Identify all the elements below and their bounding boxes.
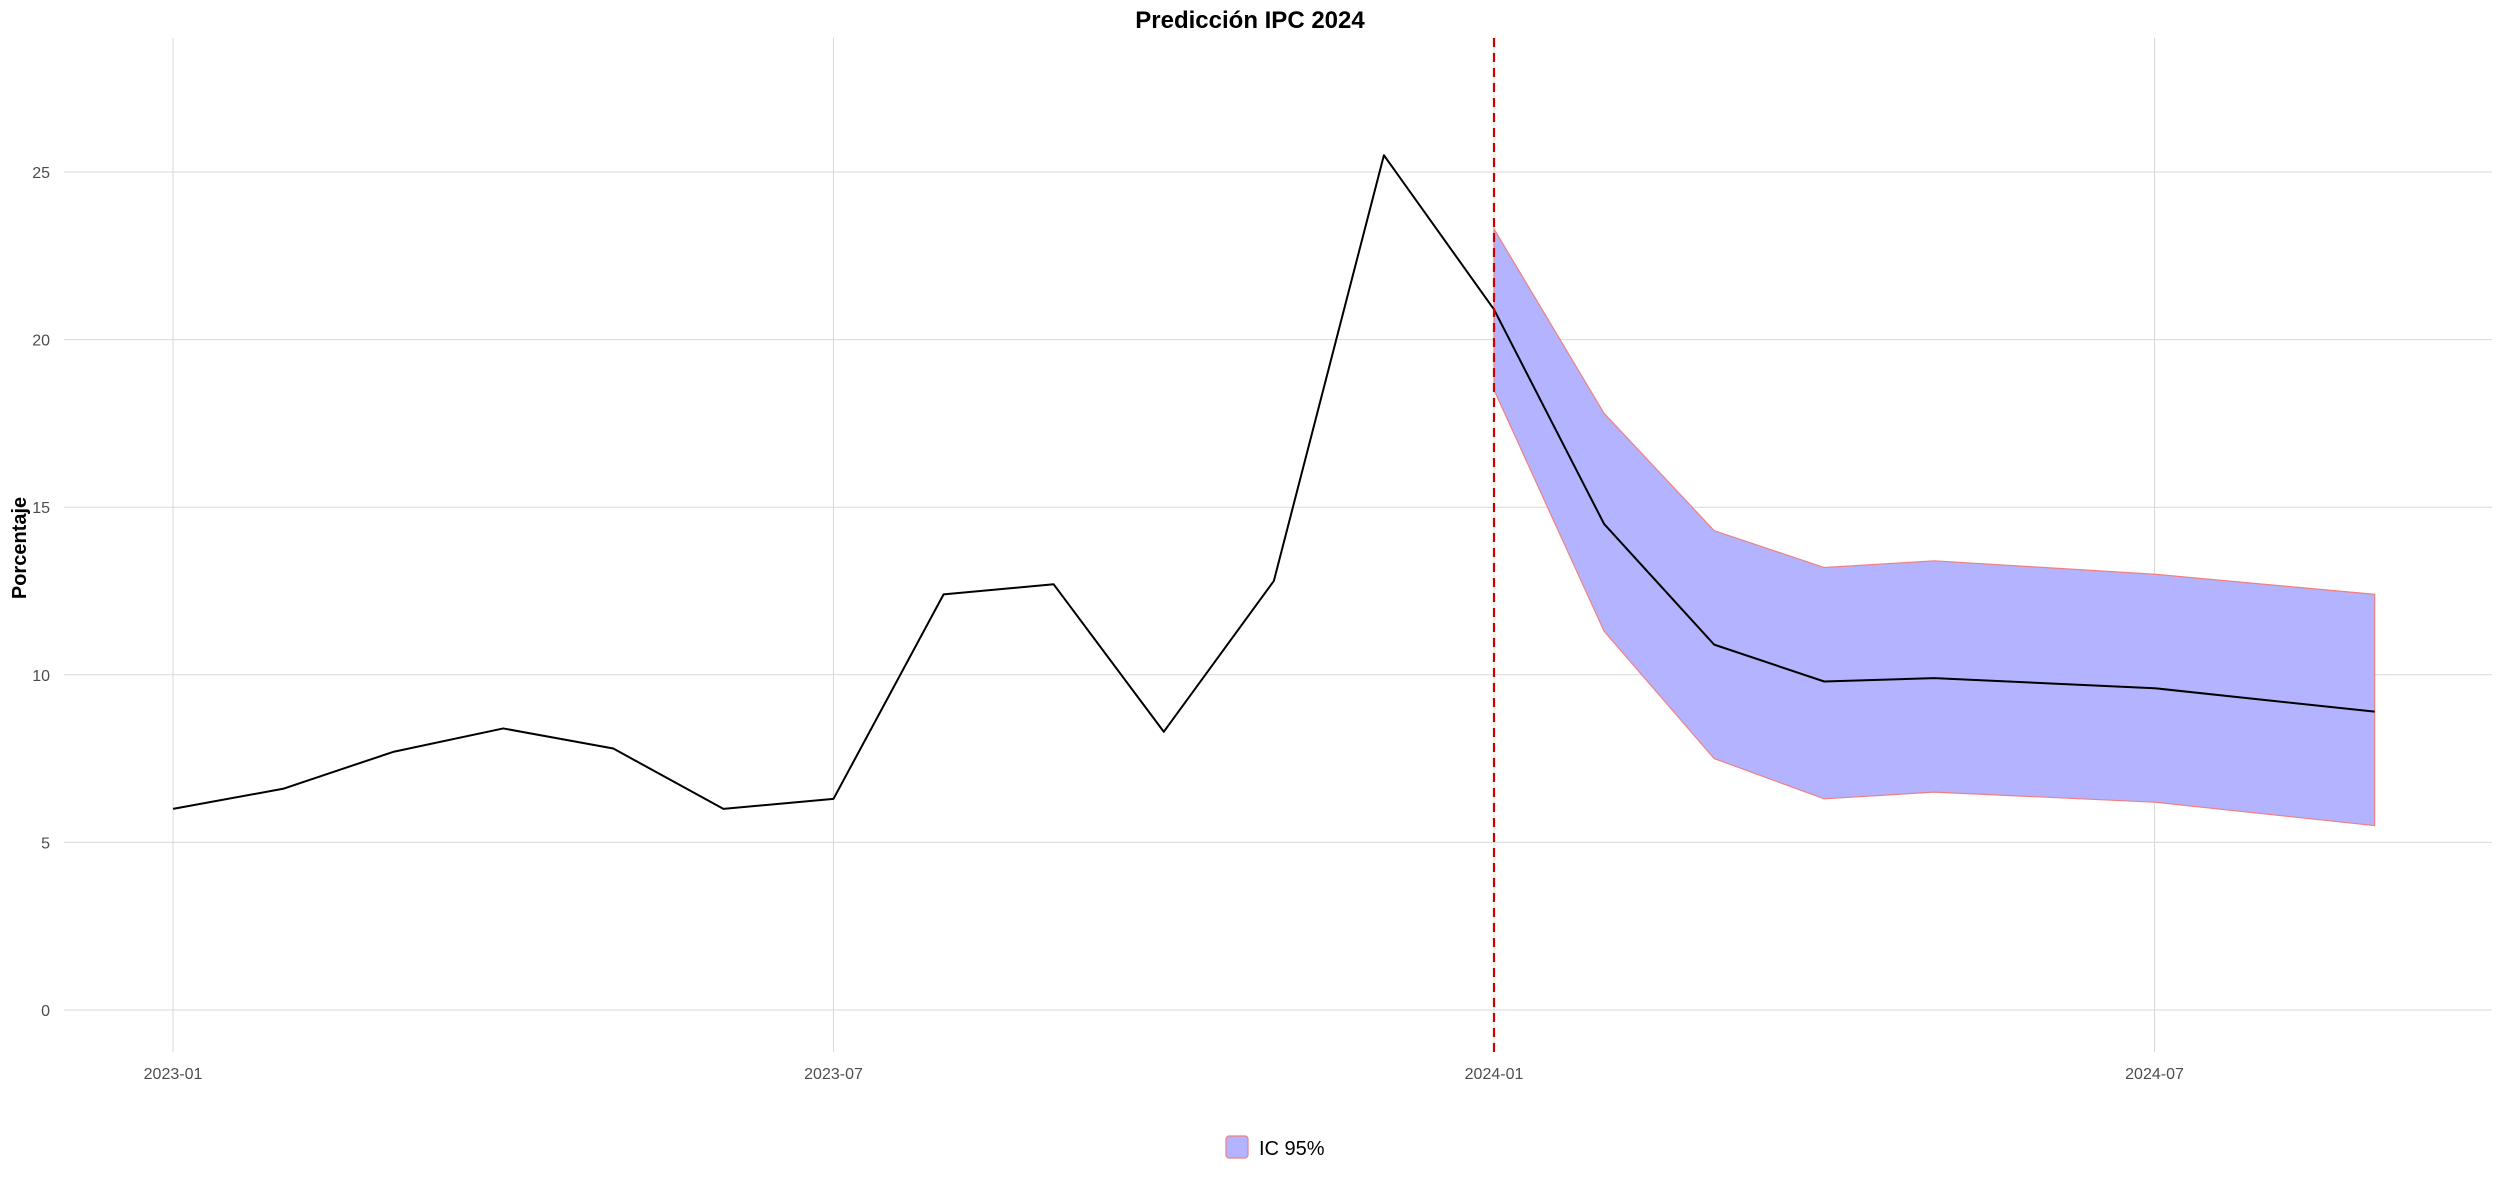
legend-label-ic95: IC 95%: [1259, 1138, 1325, 1160]
confidence-band-layer: [1493, 226, 2376, 827]
y-tick-label-15: 15: [32, 500, 50, 517]
y-tick-label-20: 20: [32, 333, 50, 350]
line-layer: [172, 38, 2375, 1052]
x-tick-label-2023-07: 2023-07: [804, 1066, 863, 1083]
y-tick-label-10: 10: [32, 668, 50, 685]
y-tick-label-5: 5: [41, 835, 50, 852]
y-tick-label-0: 0: [41, 1003, 50, 1020]
grid-layer: [64, 38, 2492, 1052]
chart-title: Predicción IPC 2024: [1135, 7, 1365, 34]
observed-series-line: [172, 154, 1495, 810]
y-axis-label: Porcentaje: [9, 497, 31, 599]
forecast-series-line: [1493, 308, 2375, 713]
legend-swatch-ic95: [1225, 1135, 1249, 1159]
x-tick-label-2024-01: 2024-01: [1465, 1066, 1524, 1083]
x-tick-label-2024-07: 2024-07: [2125, 1066, 2184, 1083]
tick-layer: 0 5 10 15 20 25 2023-01 2023-07 2024-01 2024-07: [32, 165, 2184, 1083]
y-tick-label-25: 25: [32, 165, 50, 182]
x-tick-label-2023-01: 2023-01: [144, 1066, 203, 1083]
confidence-band-ic95: [1493, 226, 2376, 827]
legend: IC 95%: [1225, 1135, 1325, 1160]
